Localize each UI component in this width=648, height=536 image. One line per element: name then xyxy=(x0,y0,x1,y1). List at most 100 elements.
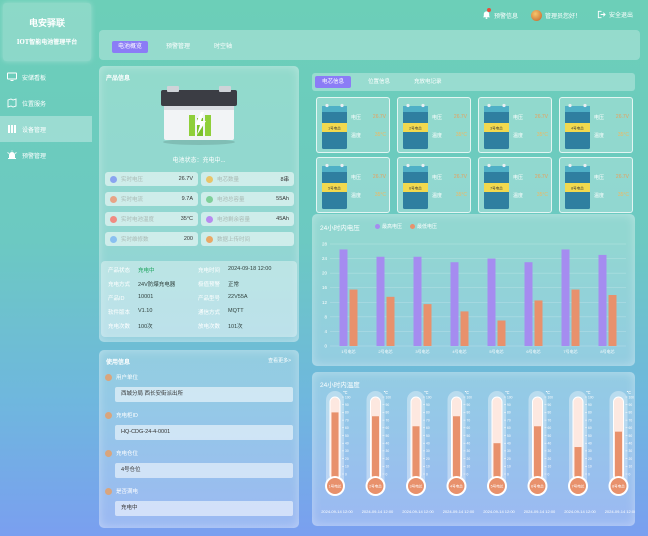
sidebar-item-dashboard[interactable]: 安储看板 xyxy=(0,64,92,90)
cell-card[interactable]: 1号电芯 电压 26.7V 温度 35°C xyxy=(316,97,390,153)
logo-subtitle: IOT智能电池管理平台 xyxy=(16,39,78,46)
voltage-bar-chart: 0 4 8 12 16 20 24 28 1号电芯 2号电芯 3号电芯 4号电芯 5号电芯 6号电芯 7号电… xyxy=(322,242,626,354)
cell-temp-label: 温度 xyxy=(351,193,362,199)
cell-voltage-row: 电压 26.7V xyxy=(594,114,631,121)
cell-card[interactable]: 4号电芯 电压 26.7V 温度 35°C xyxy=(559,97,633,153)
cell-card[interactable]: 2号电芯 电压 26.7V 温度 35°C xyxy=(397,97,471,153)
cell-name: 8号电芯 xyxy=(571,186,584,191)
user-menu[interactable]: 管理员您好！ xyxy=(531,10,581,21)
y-tick-label: 40 xyxy=(629,442,633,446)
usage-label: 用户单位 xyxy=(105,373,138,381)
cell-voltage-row: 电压 26.7V xyxy=(432,174,469,181)
bulb-label: 3号电芯 xyxy=(410,484,423,489)
alert-info-button[interactable]: 预警信息 xyxy=(482,8,518,21)
cell-temp: 35°C xyxy=(536,192,548,198)
cell-battery-icon: 4号电芯 xyxy=(565,103,590,149)
y-tick-label: 8 xyxy=(324,314,327,319)
cell-card[interactable]: 8号电芯 电压 26.7V 温度 35°C xyxy=(559,157,633,213)
y-tick-label: 90 xyxy=(467,403,471,407)
temperature-chart-panel: 24小时内温度 1号电芯 0 10 20 30 40 50 60 70 80 90 100 ℃ 2024-… xyxy=(312,372,635,526)
x-tick-label: 5号电芯 xyxy=(489,348,503,354)
cells-icon xyxy=(206,175,213,183)
bar xyxy=(413,256,422,346)
bar xyxy=(460,311,469,346)
voltage-chart-title: 24小时内电压 xyxy=(320,225,360,232)
capacity-icon xyxy=(206,195,213,203)
bar xyxy=(497,320,506,346)
timestamp: 2024-09-14 12:00 xyxy=(524,509,556,514)
cell-voltage-label: 电压 xyxy=(351,115,362,121)
tab-battery-overview[interactable]: 电池概览 xyxy=(112,41,149,53)
thermometer-bulb xyxy=(408,478,424,494)
view-more-link[interactable]: 查看更多> xyxy=(268,358,291,364)
cell-voltage-row: 电压 26.7V xyxy=(513,174,550,181)
cell-tabs: 电芯信息 位置信息 充放电记录 xyxy=(312,73,635,91)
alarm-icon xyxy=(7,150,17,159)
y-tick-label: 30 xyxy=(345,449,349,453)
tab-charge-records[interactable]: 充放电记录 xyxy=(414,79,442,85)
sidebar-item-label: 位置服务 xyxy=(22,101,47,108)
tab-timeline[interactable]: 时空轴 xyxy=(214,44,233,50)
timestamp: 2024-09-14 12:00 xyxy=(321,509,353,514)
cell-card[interactable]: 3号电芯 电压 26.7V 温度 35°C xyxy=(478,97,552,153)
info-row: 软件版本 V1.10 通信方式 MQTT xyxy=(108,308,244,316)
cell-temp-row: 温度 35°C xyxy=(594,192,631,199)
tab-cell-info[interactable]: 电芯信息 xyxy=(315,76,352,88)
cell-name: 7号电芯 xyxy=(490,186,503,191)
y-tick-label: 60 xyxy=(507,426,511,430)
legend-max-voltage: 最高电压 xyxy=(375,223,402,230)
cell-card[interactable]: 7号电芯 电压 26.7V 温度 35°C xyxy=(478,157,552,213)
y-tick-label: 70 xyxy=(467,418,471,422)
x-tick-label: 3号电芯 xyxy=(415,348,429,354)
user-unit-icon xyxy=(105,373,112,381)
metric-voltage: 实时电压 26.7V xyxy=(105,172,198,186)
y-tick-label: 60 xyxy=(386,426,390,430)
map-icon xyxy=(7,98,17,108)
tab-alarm-management[interactable]: 预警管理 xyxy=(166,44,191,50)
cell-temp-row: 温度 35°C xyxy=(351,192,388,199)
sidebar-item-location[interactable]: 位置服务 xyxy=(0,90,92,116)
cell-name: 5号电芯 xyxy=(328,186,341,191)
cell-temp-label: 温度 xyxy=(351,133,362,139)
y-tick-label: 50 xyxy=(345,434,349,438)
x-tick-label: 1号电芯 xyxy=(341,348,355,354)
y-tick-label: 60 xyxy=(467,426,471,430)
bar xyxy=(376,256,385,346)
device-icon xyxy=(8,125,16,133)
y-tick-label: 30 xyxy=(386,449,390,453)
usage-title: 使用信息 xyxy=(106,360,131,366)
thermometer-fill xyxy=(372,416,379,480)
logout-button[interactable]: 安全退出 xyxy=(597,10,633,19)
usage-value: HQ-CDG-24-4-0001 xyxy=(115,425,293,440)
y-tick-label: 40 xyxy=(386,442,390,446)
cell-voltage-row: 电压 26.7V xyxy=(351,114,388,121)
cell-voltage: 26.7V xyxy=(615,174,629,180)
sidebar-item-label: 预警管理 xyxy=(22,153,47,160)
y-tick-label: 70 xyxy=(426,418,430,422)
cell-card[interactable]: 5号电芯 电压 26.7V 温度 35°C xyxy=(316,157,390,213)
y-tick-label: 60 xyxy=(548,426,552,430)
sidebar-item-alarms[interactable]: 预警管理 xyxy=(0,142,92,168)
y-tick-label: 80 xyxy=(548,411,552,415)
legend-min-voltage: 最低电压 xyxy=(410,223,437,230)
y-tick-label: 30 xyxy=(588,449,592,453)
cell-card[interactable]: 6号电芯 电压 26.7V 温度 35°C xyxy=(397,157,471,213)
tab-location-info[interactable]: 位置信息 xyxy=(368,79,391,85)
y-tick-label: 20 xyxy=(467,457,471,461)
y-tick-label: 30 xyxy=(467,449,471,453)
wrench-icon xyxy=(110,235,117,243)
y-tick-label: 100 xyxy=(629,395,635,399)
x-tick-label: 8号电芯 xyxy=(600,348,614,354)
cell-temp-row: 温度 35°C xyxy=(432,192,469,199)
y-tick-label: 80 xyxy=(507,411,511,415)
thermometer-fill xyxy=(331,412,339,480)
info-row: 充电次数 100次 放电次数 101次 xyxy=(108,324,243,330)
thermometer-bulb xyxy=(570,478,586,494)
sidebar-item-devices[interactable]: 设备管理 xyxy=(0,116,92,142)
cell-temp-row: 温度 35°C xyxy=(351,132,388,139)
cell-voltage-label: 电压 xyxy=(351,175,362,181)
metric-temperature: 实时电池温度 35°C xyxy=(105,212,198,226)
metric-upload-time: 数据上传时间 xyxy=(201,232,294,246)
metric-cell-count: 电芯数量 8串 xyxy=(201,172,294,186)
logo-title: 电安驿联 xyxy=(28,19,65,29)
